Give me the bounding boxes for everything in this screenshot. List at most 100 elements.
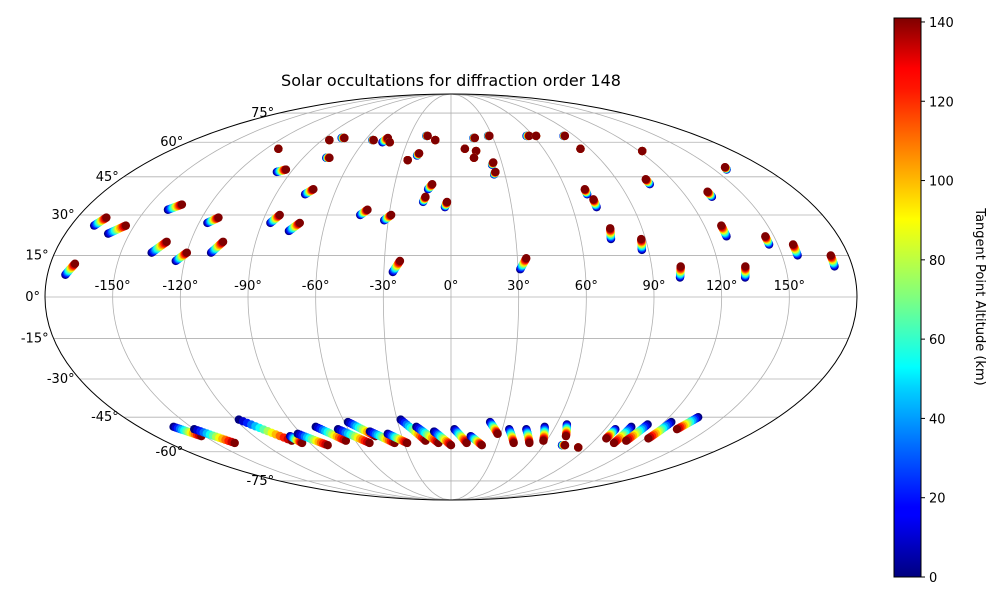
occultation-point: [741, 262, 750, 271]
lon-tick-label: 90°: [642, 279, 665, 294]
occultation-track: [469, 133, 480, 143]
occultation-track: [365, 427, 399, 448]
occultation-track: [557, 441, 570, 450]
occultation-track: [206, 237, 228, 257]
longitude-tick-labels: -150° -120° -90° -60° -30° 0° 30° 60° 90° 120° 150…: [95, 279, 805, 294]
occultation-point: [177, 200, 187, 209]
occultation-track: [379, 210, 396, 225]
occultation-track: [429, 427, 456, 450]
occultation-point: [622, 436, 631, 445]
occultation-track: [483, 131, 494, 141]
occultation-track: [740, 262, 750, 282]
occultation-point: [403, 155, 412, 165]
occultation-point: [414, 149, 424, 158]
occultation-point: [469, 153, 479, 163]
lon-grid-line: [450, 94, 790, 500]
occultation-point: [580, 185, 589, 194]
lon-tick-label: 30°: [507, 279, 530, 294]
occultation-point: [363, 205, 372, 214]
lat-tick-label: 45°: [96, 170, 119, 185]
occultation-point: [421, 192, 430, 202]
occultation-track: [580, 185, 592, 199]
occultation-track: [431, 135, 440, 145]
occultation-track: [418, 192, 430, 207]
occultation-point: [676, 262, 685, 271]
occultation-point: [826, 251, 835, 260]
occultation-track: [412, 422, 443, 448]
occultation-point: [274, 144, 283, 153]
lat-tick-label: 30°: [52, 208, 75, 223]
occultation-track: [826, 251, 839, 271]
occultation-point: [539, 436, 548, 445]
occultation-point: [638, 146, 647, 156]
occultation-point: [761, 232, 770, 241]
occultation-track: [403, 155, 412, 165]
occultation-point: [340, 133, 349, 143]
occultation-point: [788, 240, 798, 249]
occultation-point: [402, 438, 412, 448]
occultation-point: [70, 259, 80, 268]
occultation-point: [491, 167, 500, 177]
lon-grid-line: [247, 94, 452, 500]
occultation-point: [522, 253, 531, 263]
occultation-track: [516, 253, 531, 274]
occultation-track: [412, 149, 424, 160]
occultation-track: [485, 417, 502, 439]
occultation-point: [365, 438, 374, 448]
occultation-point: [493, 429, 502, 439]
lon-grid-line: [382, 94, 452, 500]
occultation-track: [266, 210, 284, 228]
occultation-track: [717, 221, 731, 241]
occultation-point: [281, 165, 291, 174]
occultation-point: [641, 175, 650, 184]
occultation-point: [431, 135, 440, 145]
occultation-track: [147, 237, 171, 257]
lat-tick-label: 15°: [26, 248, 49, 263]
occultation-track: [440, 197, 452, 212]
occultation-track: [422, 131, 432, 141]
occultation-point: [386, 210, 396, 220]
occultation-point: [602, 434, 611, 443]
lat-tick-label: -45°: [91, 410, 119, 425]
occultation-track: [322, 153, 334, 163]
occultation-track: [272, 165, 291, 177]
occultation-track: [522, 424, 534, 448]
occultation-track: [720, 162, 731, 174]
occultation-point: [637, 234, 646, 244]
occultation-point: [385, 138, 394, 147]
occultation-point: [297, 438, 307, 448]
occultation-track: [672, 412, 703, 434]
occultation-point: [589, 195, 598, 204]
occultation-track: [703, 187, 717, 202]
occultation-track: [285, 431, 307, 448]
occultation-point: [703, 187, 712, 196]
occultation-point: [275, 210, 284, 220]
occultation-track: [383, 429, 412, 448]
lon-tick-label: -150°: [95, 279, 131, 294]
occultation-point: [295, 218, 304, 228]
lon-grid-line: [450, 94, 520, 500]
occultation-track: [761, 232, 774, 249]
occultation-point: [509, 438, 518, 448]
lat-tick-label: -75°: [246, 474, 274, 489]
occultation-point: [446, 441, 456, 450]
graticule: [45, 94, 857, 500]
colorbar-tick-label: 80: [929, 254, 946, 269]
occultation-track: [675, 262, 685, 282]
occultation-track: [293, 429, 332, 450]
lon-tick-label: -30°: [369, 279, 397, 294]
occultation-point: [605, 224, 615, 233]
occultation-track: [284, 218, 304, 236]
occultation-track: [471, 146, 481, 156]
occultation-track: [622, 420, 652, 445]
lat-tick-label: -30°: [47, 372, 75, 387]
occultation-track: [602, 424, 620, 443]
occultation-point: [485, 131, 494, 141]
occultation-point: [609, 438, 619, 448]
occultation-point: [323, 441, 332, 450]
lat-tick-label: 60°: [160, 135, 183, 150]
lat-tick-label: 0°: [25, 290, 40, 305]
colorbar-tick-label: 140: [929, 16, 954, 31]
occultation-track: [203, 213, 223, 228]
occultation-point: [477, 441, 487, 450]
